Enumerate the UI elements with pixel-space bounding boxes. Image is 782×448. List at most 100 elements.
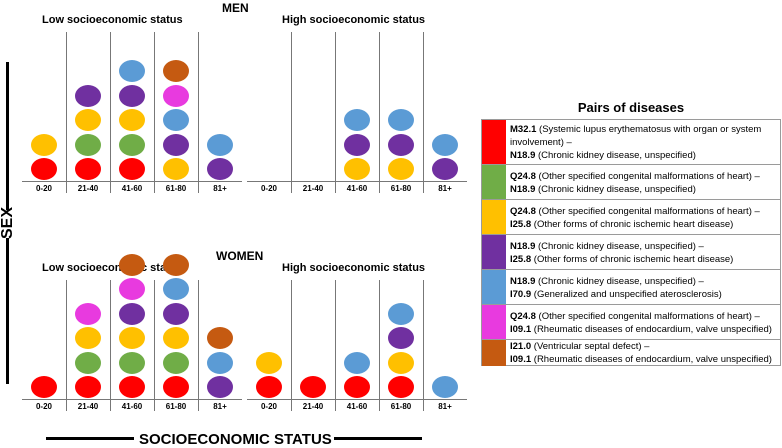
women-low-baseline	[22, 399, 242, 400]
women-low-dot-n189_i709	[163, 278, 189, 300]
men-low-dot-q248_n189	[119, 133, 145, 156]
men-high-tick-label: 21-40	[302, 184, 324, 193]
women-high-baseline	[247, 399, 467, 400]
legend-code: N18.9	[510, 240, 536, 252]
men-high-ses-heading: High socioeconomic status	[282, 14, 426, 26]
men-low-gridline	[66, 32, 67, 193]
men-low-dot-ckd_sle	[119, 158, 145, 180]
women-low-dot-i210_i091	[207, 327, 233, 349]
women-low-gridline	[110, 280, 111, 411]
women-high-dot-q248_i258	[388, 351, 414, 374]
women-low-dot-i210_i091	[119, 253, 145, 276]
men-low-dot-n189_i258	[75, 84, 101, 107]
legend-item-text: Q24.8 (Other specified congenital malfor…	[506, 305, 776, 340]
women-low-dot-ckd_sle	[163, 376, 189, 398]
women-low-dot-q248_i258	[163, 327, 189, 349]
women-high-dot-n189_i258	[388, 327, 414, 349]
legend-code: I09.1	[510, 354, 532, 365]
men-high-gridline	[291, 32, 292, 193]
men-heading: MEN	[222, 1, 249, 15]
men-low-dot-q248_i258	[119, 109, 145, 131]
women-high-dot-ckd_sle	[388, 376, 414, 398]
women-low-tick-label: 41-60	[121, 402, 143, 411]
women-low-dot-n189_i258	[119, 302, 145, 325]
men-high-dot-q248_i258	[388, 158, 414, 180]
women-low-dot-q248_i091	[119, 278, 145, 300]
men-low-dot-q248_n189	[75, 133, 101, 156]
women-low-dot-q248_i091	[75, 302, 101, 325]
women-high-gridline	[379, 280, 380, 411]
women-low-dot-q248_i258	[75, 327, 101, 349]
women-high-dot-ckd_sle	[300, 376, 326, 398]
men-low-dot-q248_i091	[163, 84, 189, 107]
legend-item: N18.9 (Chronic kidney disease, unspecifi…	[482, 234, 780, 270]
women-low-tick-label: 81+	[213, 402, 227, 411]
women-high-dot-n189_i709	[388, 302, 414, 325]
men-low-dot-n189_i258	[163, 133, 189, 156]
women-high-dot-n189_i709	[344, 351, 370, 374]
men-low-dot-n189_i709	[163, 109, 189, 131]
women-low-dot-q248_i258	[119, 327, 145, 349]
women-high-gridline	[423, 280, 424, 411]
men-high-tick-label: 41-60	[346, 184, 368, 193]
men-high-tick-label: 61-80	[390, 184, 412, 193]
legend-description: (Chronic kidney disease, unspecified)	[535, 149, 696, 161]
legend-code: N18.9	[510, 149, 536, 161]
women-high-dot-ckd_sle	[256, 376, 282, 398]
women-low-gridline	[154, 280, 155, 411]
women-low-dot-q248_n189	[163, 351, 189, 374]
legend-swatch	[482, 340, 506, 366]
men-high-gridline	[335, 32, 336, 193]
women-low-dot-n189_i258	[207, 376, 233, 398]
men-low-tick-label: 21-40	[77, 184, 99, 193]
legend-item-text: Q24.8 (Other specified congenital malfor…	[506, 165, 764, 200]
legend-swatch	[482, 120, 506, 164]
men-high-tick-label: 81+	[438, 184, 452, 193]
legend-item: Q24.8 (Other specified congenital malfor…	[482, 164, 780, 200]
women-low-dot-q248_n189	[75, 351, 101, 374]
men-low-gridline	[154, 32, 155, 193]
men-low-dot-ckd_sle	[31, 158, 57, 180]
men-low-tick-label: 81+	[213, 184, 227, 193]
legend-code: I70.9	[510, 288, 532, 300]
legend-description: (Other forms of chronic ischemic heart d…	[531, 253, 734, 265]
men-high-dot-n189_i709	[388, 109, 414, 131]
women-low-dot-n189_i709	[207, 351, 233, 374]
legend-item: M32.1 (Systemic lupus erythematosus with…	[482, 120, 780, 164]
men-low-dot-n189_i709	[207, 133, 233, 156]
legend-item-text: Q24.8 (Other specified congenital malfor…	[506, 200, 764, 235]
women-low-ses-heading: Low socioeconomic status	[42, 262, 183, 274]
men-high-dot-n189_i258	[388, 133, 414, 156]
legend-item-text: N18.9 (Chronic kidney disease, unspecifi…	[506, 235, 737, 270]
legend-description: (Rheumatic diseases of endocardium, valv…	[531, 323, 772, 335]
legend-description: (Other specified congenital malformation…	[535, 170, 760, 182]
legend-description: (Systemic lupus erythematosus with organ…	[510, 123, 762, 148]
men-low-baseline	[22, 181, 242, 182]
women-low-tick-label: 0-20	[35, 402, 52, 411]
women-low-dot-n189_i258	[163, 302, 189, 325]
ses-axis-line-left	[46, 437, 134, 440]
men-low-dot-n189_i709	[119, 60, 145, 82]
women-high-tick-label: 21-40	[302, 402, 324, 411]
men-low-tick-label: 0-20	[35, 184, 52, 193]
legend-description: (Other forms of chronic ischemic heart d…	[531, 218, 734, 230]
legend-description: (Ventricular septal defect) –	[531, 341, 650, 352]
men-high-gridline	[423, 32, 424, 193]
legend-item: I21.0 (Ventricular septal defect) – I09.1…	[482, 339, 780, 366]
legend-item: Q24.8 (Other specified congenital malfor…	[482, 199, 780, 235]
men-low-dot-q248_i258	[163, 158, 189, 180]
men-high-tick-label: 0-20	[260, 184, 277, 193]
legend-swatch	[482, 200, 506, 235]
chart-area: 0-20 21-40 41-60 61-80 81+ 0-20 21-40 41-60 61-8…	[22, 32, 467, 411]
women-low-dot-ckd_sle	[119, 376, 145, 398]
legend-description: (Chronic kidney disease, unspecified) –	[535, 275, 704, 287]
women-low-dot-ckd_sle	[31, 376, 57, 398]
legend-item-text: I21.0 (Ventricular septal defect) – I09.1…	[506, 340, 776, 366]
men-high-dot-n189_i709	[432, 133, 458, 156]
women-high-tick-label: 0-20	[260, 402, 277, 411]
men-low-dot-q248_i258	[31, 133, 57, 156]
men-low-dot-ckd_sle	[75, 158, 101, 180]
sex-axis-label: SEX	[0, 206, 16, 239]
women-high-dot-n189_i709	[432, 376, 458, 398]
men-low-dot-i210_i091	[163, 60, 189, 82]
